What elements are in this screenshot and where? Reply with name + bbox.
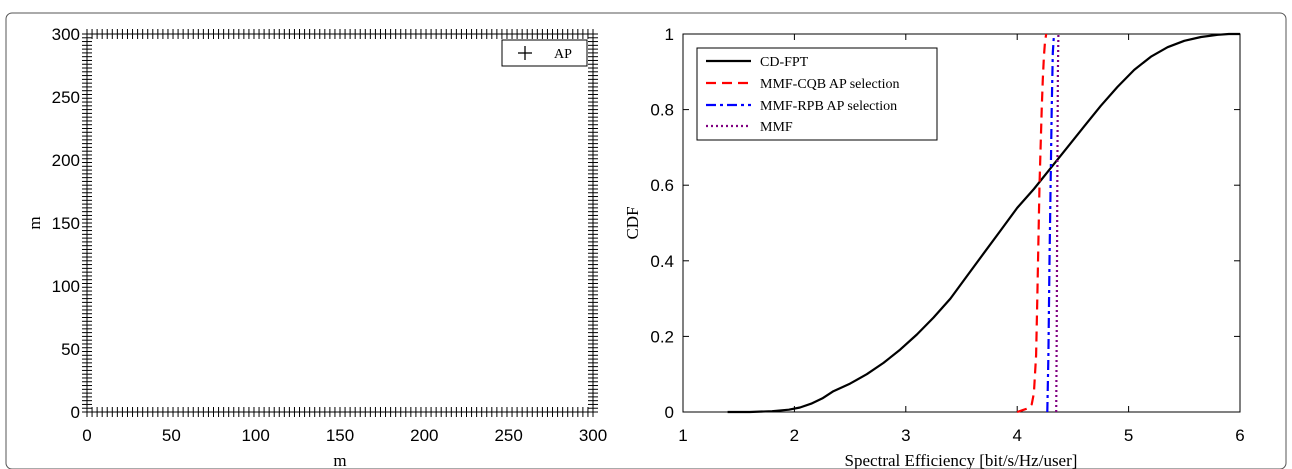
ap-layout-legend: AP <box>501 39 588 67</box>
x-tick-label: 50 <box>162 426 181 445</box>
y-tick-label: 150 <box>52 214 80 233</box>
y-tick-label: 250 <box>52 88 80 107</box>
y-tick-label: 300 <box>52 25 80 44</box>
x-tick-label: 150 <box>326 426 354 445</box>
cdf-series <box>727 32 1240 414</box>
cdf-series-line-2 <box>1046 33 1056 413</box>
cdf-x-axis-title: Spectral Efficiency [bit/s/Hz/user] <box>845 451 1078 469</box>
legend-label-cd-fpt: CD-FPT <box>760 55 809 70</box>
cdf-plot-area <box>682 33 1241 413</box>
x-tick-label: 200 <box>410 426 438 445</box>
ap-legend-label: AP <box>554 47 572 62</box>
x-tick-label: 4 <box>1012 426 1021 445</box>
y-tick-label: 200 <box>52 151 80 170</box>
y-tick-label: 0.6 <box>650 176 674 195</box>
cdf-legend-box <box>696 47 938 141</box>
figure-border <box>5 12 1287 469</box>
ap-layout-y-axis-title: m <box>25 216 44 229</box>
x-tick-label: 300 <box>579 426 607 445</box>
y-tick-label: 0 <box>665 403 674 422</box>
legend-label-mmf: MMF <box>760 120 793 135</box>
cdf-series-line-1 <box>1016 33 1048 414</box>
cdf-axis-ticks: 1 2 3 4 5 6 0 0.2 0.4 0.6 0.8 1 <box>650 25 1244 445</box>
ap-layout-x-ticks: 0 50 100 150 200 250 300 <box>82 426 607 445</box>
ap-markers <box>82 29 598 417</box>
x-tick-label: 100 <box>241 426 269 445</box>
cdf-series-line-0 <box>727 32 1240 414</box>
y-tick-label: 0.4 <box>650 252 674 271</box>
y-tick-label: 0.2 <box>650 327 674 346</box>
cdf-chart: 1 2 3 4 5 6 0 0.2 0.4 0.6 0.8 1 Spectral Efficiency… <box>623 25 1245 469</box>
x-tick-label: 6 <box>1235 426 1244 445</box>
y-tick-label: 0.8 <box>650 101 674 120</box>
y-tick-label: 50 <box>61 340 80 359</box>
y-tick-label: 100 <box>52 277 80 296</box>
y-tick-label: 0 <box>71 403 80 422</box>
ap-legend-marker <box>518 46 532 60</box>
x-tick-label: 250 <box>494 426 522 445</box>
ap-layout-plot-area <box>86 33 594 413</box>
y-tick-label: 1 <box>665 25 674 44</box>
cdf-y-axis-title: CDF <box>623 206 642 239</box>
legend-label-mmf-rpb: MMF-RPB AP selection <box>760 99 897 114</box>
ap-layout-legend-box <box>501 39 588 67</box>
x-tick-label: 1 <box>678 426 687 445</box>
cdf-series-line-3 <box>1055 33 1060 413</box>
x-tick-label: 2 <box>790 426 799 445</box>
legend-label-mmf-cqb: MMF-CQB AP selection <box>760 77 900 92</box>
x-tick-label: 5 <box>1124 426 1133 445</box>
cdf-legend: CD-FPT MMF-CQB AP selection MMF-RPB AP s… <box>696 47 938 141</box>
ap-layout-y-ticks: 0 50 100 150 200 250 300 <box>52 25 80 422</box>
x-tick-label: 0 <box>82 426 91 445</box>
ap-layout-x-axis-title: m <box>333 451 346 469</box>
x-tick-label: 3 <box>901 426 910 445</box>
